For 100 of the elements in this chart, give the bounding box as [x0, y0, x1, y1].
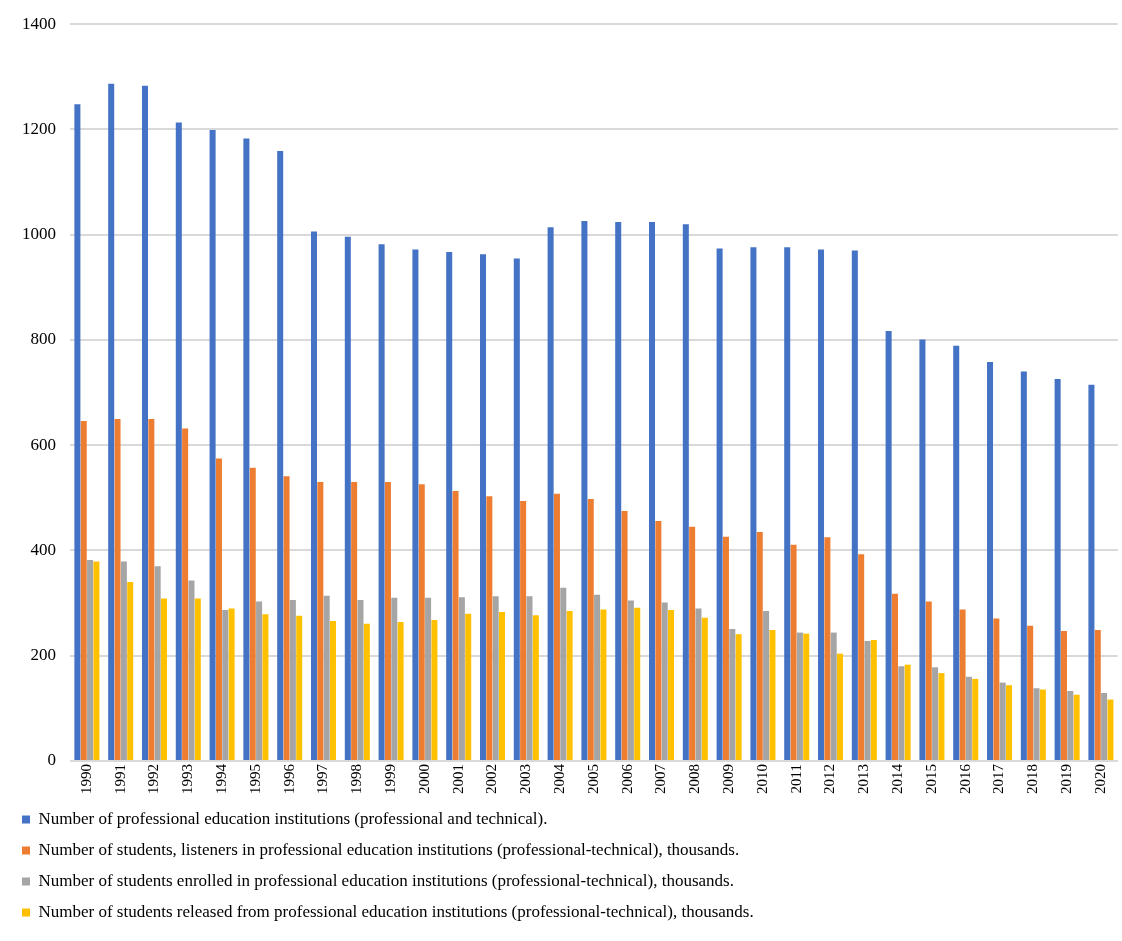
x-tick-label: 2000 [415, 764, 432, 794]
bar [357, 599, 364, 760]
x-tick-label: 1997 [314, 763, 331, 794]
bar [520, 501, 527, 760]
bar [1073, 694, 1080, 760]
y-tick-label: 1000 [22, 224, 56, 244]
legend-label: Number of students, listeners in professional education institutions (professional-technical), thousands. [38, 839, 740, 859]
bar [215, 458, 222, 760]
bar [194, 598, 201, 760]
x-tick-label: 2015 [922, 764, 939, 794]
bar [1020, 371, 1027, 760]
bar [256, 601, 263, 760]
bar [581, 221, 588, 760]
x-tick-label: 2002 [483, 764, 500, 794]
x-tick-label: 2011 [787, 764, 804, 794]
bar [148, 418, 155, 760]
x-tick-label: 2020 [1091, 764, 1108, 794]
bar [141, 85, 149, 760]
bar [1060, 631, 1067, 760]
x-tick-label: 1999 [382, 764, 399, 794]
bar [600, 609, 607, 760]
bar [587, 498, 594, 760]
bar [446, 252, 453, 760]
x-tick-label: 1995 [246, 764, 263, 794]
bar [864, 641, 871, 760]
bar [120, 561, 127, 760]
bar [310, 231, 318, 760]
bar [1094, 629, 1101, 760]
bar [668, 609, 675, 760]
bar [553, 493, 560, 760]
bar [790, 544, 797, 760]
bar [769, 629, 776, 760]
bar [1006, 685, 1013, 760]
bar [1039, 689, 1046, 760]
bar [182, 428, 189, 760]
bar [532, 615, 539, 760]
bar [108, 83, 115, 760]
x-tick-label: 1991 [111, 764, 128, 794]
bar [851, 250, 858, 760]
bar [1107, 699, 1114, 760]
x-tick-label: 1993 [179, 764, 196, 794]
bar [547, 227, 554, 760]
bar [750, 247, 757, 760]
bar [649, 222, 656, 760]
x-tick-label: 2013 [855, 764, 872, 794]
bar [418, 484, 425, 760]
bar [74, 104, 81, 760]
bar [1067, 691, 1074, 760]
bar [228, 608, 235, 760]
bar [526, 596, 533, 760]
bar [188, 580, 195, 760]
bar [716, 248, 723, 760]
bar [1054, 378, 1061, 760]
x-tick-label: 1992 [145, 764, 162, 794]
legend-label: Number of students enrolled in professional education institutions (professional-technical), thousands. [38, 870, 734, 890]
x-tick-label: 2010 [753, 764, 770, 794]
bar [431, 619, 438, 760]
x-tick-label: 2003 [517, 764, 534, 794]
bar [938, 673, 945, 760]
y-tick-label: 800 [30, 329, 56, 349]
bar [953, 345, 960, 760]
bar [486, 496, 493, 760]
bar [837, 653, 844, 760]
bar [615, 222, 622, 760]
bar [465, 613, 472, 760]
x-tick-label: 2014 [889, 763, 906, 794]
bar [682, 224, 689, 760]
bar [175, 122, 182, 760]
bar [391, 597, 398, 760]
bar [513, 258, 520, 760]
bar [161, 598, 168, 760]
bar [1033, 688, 1040, 760]
x-tick-label: 1998 [348, 764, 365, 794]
bar [323, 595, 330, 760]
bar [397, 622, 404, 760]
bar [870, 639, 877, 760]
bar [695, 608, 702, 760]
bar [858, 554, 865, 760]
bar [818, 249, 825, 760]
bar [796, 632, 803, 760]
bar [972, 678, 979, 760]
x-tick-label: 2006 [618, 763, 635, 794]
bar [722, 536, 729, 760]
bar [243, 138, 250, 760]
y-tick-label: 1400 [22, 13, 56, 33]
bar [1101, 693, 1108, 760]
bar [925, 601, 932, 760]
bar [351, 482, 358, 760]
bar [655, 521, 662, 760]
x-tick-label: 2001 [449, 764, 466, 794]
bar [480, 254, 487, 760]
bar [621, 511, 628, 760]
bar [378, 244, 385, 760]
bar [412, 249, 419, 760]
y-tick-label: 200 [30, 645, 56, 665]
bar [277, 151, 284, 760]
bar [756, 532, 763, 760]
bar [803, 633, 810, 760]
x-tick-label: 2017 [990, 763, 1007, 794]
bar [262, 614, 269, 760]
